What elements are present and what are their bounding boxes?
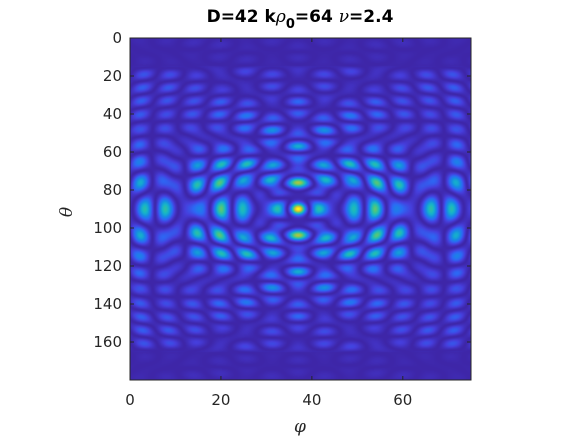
y-tick-label: 20 xyxy=(103,67,122,85)
chart-title: D=42 kρ0=64 ν=2.4 xyxy=(207,7,394,32)
y-tick-label: 0 xyxy=(112,29,122,47)
x-tick-label: 0 xyxy=(125,391,135,409)
title-suffix: =2.4 xyxy=(349,7,394,27)
y-tick-label: 100 xyxy=(93,219,122,237)
y-axis-label: θ xyxy=(57,207,77,217)
title-prefix: D=42 k xyxy=(207,7,277,27)
title-nu: ν xyxy=(339,7,349,27)
y-tick-label: 60 xyxy=(103,143,122,161)
y-tick-label: 120 xyxy=(93,257,122,275)
heatmap-image xyxy=(130,38,471,380)
x-axis: 0 20 40 60 xyxy=(125,38,412,409)
y-tick-label: 40 xyxy=(103,105,122,123)
y-tick-label: 80 xyxy=(103,181,122,199)
x-axis-label: φ xyxy=(294,417,306,436)
title-middle: =64 xyxy=(295,7,339,27)
x-tick-label: 60 xyxy=(393,391,412,409)
x-tick-label: 40 xyxy=(302,391,321,409)
title-subscript: 0 xyxy=(286,17,295,32)
title-rho: ρ xyxy=(275,7,286,27)
y-tick-label: 140 xyxy=(93,295,122,313)
x-tick-label: 20 xyxy=(211,391,230,409)
y-tick-label: 160 xyxy=(93,333,122,351)
plot-frame xyxy=(129,37,472,381)
plot-area xyxy=(130,38,471,380)
y-axis: 0 20 40 60 80 100 120 140 160 xyxy=(93,29,471,351)
